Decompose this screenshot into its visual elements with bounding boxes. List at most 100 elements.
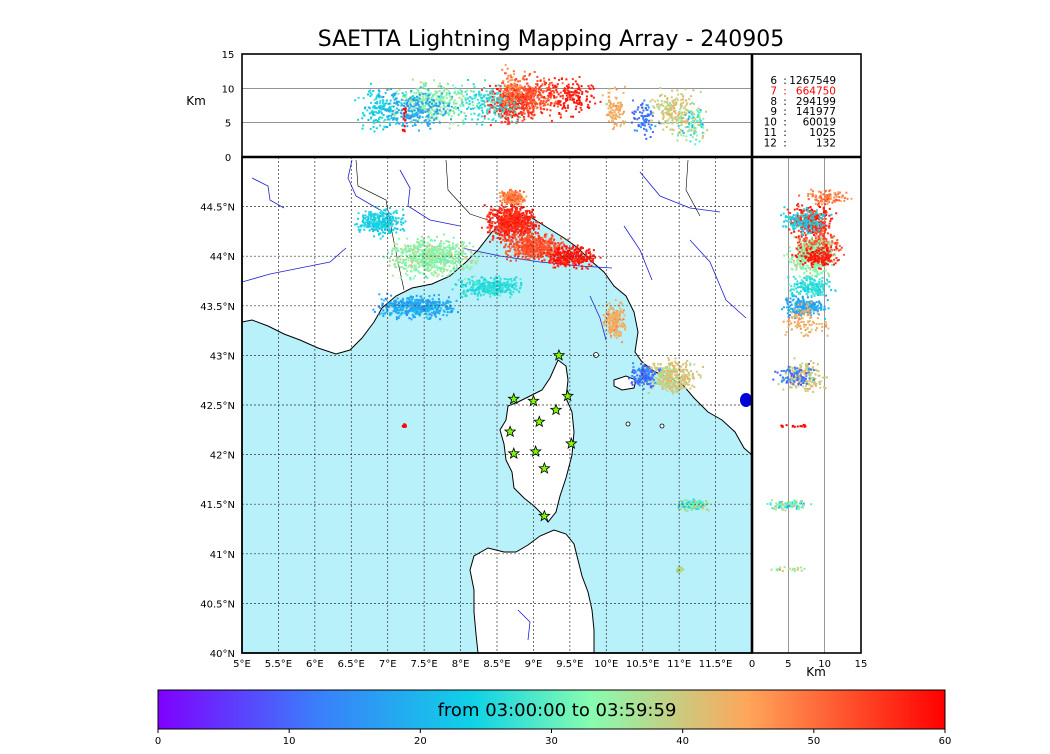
strike-point bbox=[516, 244, 518, 246]
strike-point bbox=[526, 235, 528, 237]
strike-point bbox=[391, 220, 393, 222]
strike-point bbox=[518, 224, 520, 226]
strike-point bbox=[433, 274, 435, 276]
strike-point bbox=[477, 260, 479, 262]
strike-point bbox=[650, 369, 652, 371]
strike-point bbox=[527, 222, 529, 224]
strike-point bbox=[628, 377, 630, 379]
strike-point bbox=[507, 123, 509, 125]
strike-point bbox=[589, 251, 591, 253]
strike-point bbox=[388, 212, 390, 214]
strike-point bbox=[613, 334, 615, 336]
strike-point bbox=[383, 299, 385, 301]
strike-point bbox=[418, 314, 420, 316]
strike-point bbox=[611, 318, 613, 320]
strike-point bbox=[543, 252, 545, 254]
strike-point bbox=[383, 226, 385, 228]
strike-point bbox=[425, 245, 427, 247]
strike-point bbox=[646, 368, 648, 370]
strike-point bbox=[406, 311, 408, 313]
strike-point bbox=[692, 375, 694, 377]
strike-point bbox=[608, 326, 610, 328]
strike-point bbox=[440, 307, 442, 309]
strike-point bbox=[447, 275, 449, 277]
strike-point bbox=[652, 374, 654, 376]
strike-point bbox=[504, 282, 506, 284]
strike-point bbox=[523, 116, 525, 118]
strike-point bbox=[669, 375, 671, 377]
strike-point bbox=[501, 287, 503, 289]
strike-point bbox=[488, 287, 490, 289]
strike-point bbox=[415, 254, 417, 256]
strike-point bbox=[531, 105, 533, 107]
strike-point bbox=[496, 88, 498, 90]
strike-point bbox=[654, 371, 656, 373]
strike-point bbox=[474, 275, 476, 277]
strike-point bbox=[538, 225, 540, 227]
strike-point bbox=[538, 257, 540, 259]
strike-point bbox=[498, 276, 500, 278]
strike-point bbox=[535, 232, 537, 234]
strike-point bbox=[673, 370, 675, 372]
strike-point bbox=[578, 258, 580, 260]
strike-point bbox=[681, 569, 683, 571]
strike-point bbox=[509, 195, 511, 197]
strike-point bbox=[367, 223, 369, 225]
strike-point bbox=[485, 292, 487, 294]
strike-point bbox=[525, 245, 527, 247]
strike-point bbox=[557, 264, 559, 266]
strike-point bbox=[610, 316, 612, 318]
strike-point bbox=[500, 241, 502, 243]
strike-point bbox=[400, 313, 402, 315]
strike-point bbox=[541, 222, 543, 224]
strike-point bbox=[590, 253, 592, 255]
strike-point bbox=[402, 228, 404, 230]
strike-point bbox=[436, 265, 438, 267]
strike-point bbox=[442, 314, 444, 316]
strike-point bbox=[673, 382, 675, 384]
strike-point bbox=[685, 362, 687, 364]
strike-point bbox=[399, 309, 401, 311]
strike-point bbox=[621, 322, 623, 324]
strike-point bbox=[454, 258, 456, 260]
strike-point bbox=[570, 248, 572, 250]
strike-point bbox=[500, 289, 502, 291]
strike-point bbox=[477, 257, 479, 259]
strike-point bbox=[646, 383, 648, 385]
strike-point bbox=[580, 254, 582, 256]
strike-point bbox=[576, 251, 578, 253]
strike-point bbox=[522, 212, 524, 214]
strike-point bbox=[413, 246, 415, 248]
strike-point bbox=[413, 308, 415, 310]
strike-point bbox=[673, 378, 675, 380]
strike-point bbox=[690, 505, 692, 507]
strike-point bbox=[461, 268, 463, 270]
strike-point bbox=[659, 374, 661, 376]
strike-point bbox=[546, 245, 548, 247]
strike-point bbox=[441, 275, 443, 277]
strike-point bbox=[513, 236, 515, 238]
strike-point bbox=[378, 313, 380, 315]
strike-point bbox=[528, 232, 530, 234]
strike-point bbox=[433, 310, 435, 312]
strike-point bbox=[526, 227, 528, 229]
strike-point bbox=[474, 291, 476, 293]
strike-point bbox=[572, 263, 574, 265]
strike-point bbox=[440, 240, 442, 242]
strike-point bbox=[562, 258, 564, 260]
strike-point bbox=[699, 502, 701, 504]
strike-point bbox=[441, 254, 443, 256]
strike-point bbox=[614, 323, 616, 325]
strike-point bbox=[498, 224, 500, 226]
strike-point bbox=[620, 335, 622, 337]
strike-point bbox=[438, 258, 440, 260]
strike-point bbox=[517, 254, 519, 256]
strike-point bbox=[382, 213, 384, 215]
strike-point bbox=[490, 209, 492, 211]
strike-point bbox=[528, 243, 530, 245]
strike-point bbox=[414, 269, 416, 271]
strike-point bbox=[489, 296, 491, 298]
strike-point bbox=[505, 109, 507, 111]
strike-point bbox=[527, 252, 529, 254]
strike-point bbox=[380, 312, 382, 314]
